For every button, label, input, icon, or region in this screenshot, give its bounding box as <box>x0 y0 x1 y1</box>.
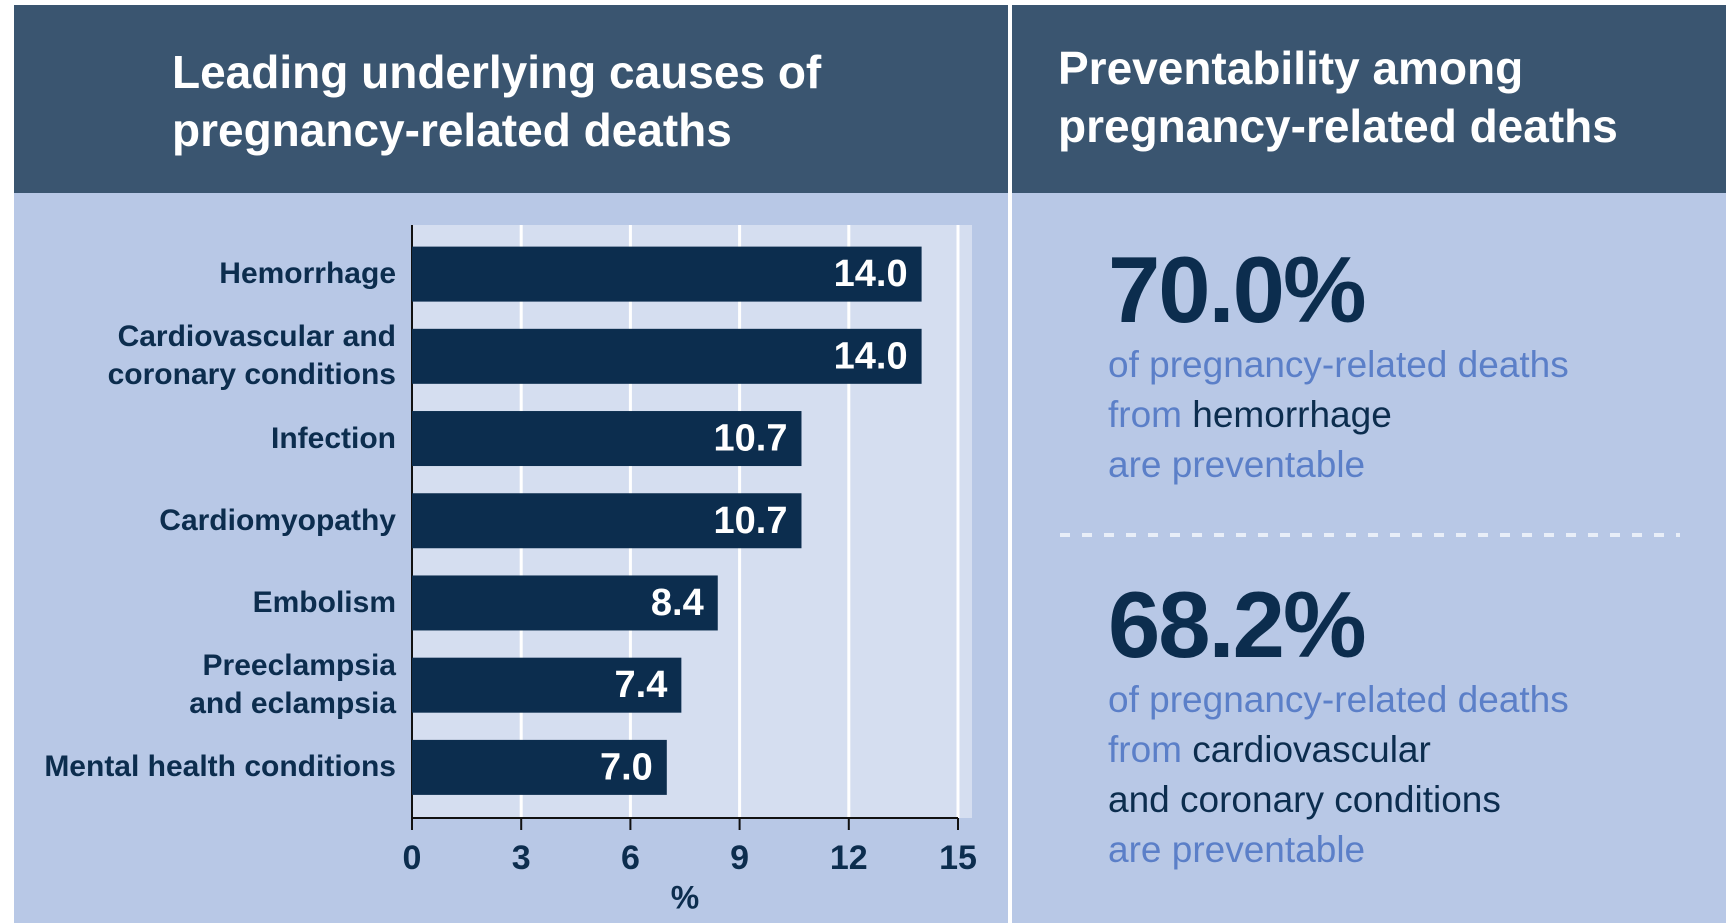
category-label: Cardiomyopathy <box>159 503 396 537</box>
x-tick-label: 0 <box>403 839 422 877</box>
bar <box>412 739 667 795</box>
x-axis-label: % <box>671 879 699 915</box>
category-label: Infection <box>271 421 396 455</box>
stat-text: of pregnancy-related deaths from hemorrha… <box>1108 340 1569 490</box>
value-label: 14.0 <box>834 253 908 295</box>
stat-from: from <box>1108 394 1182 435</box>
bar <box>412 575 718 631</box>
x-tick-label: 9 <box>730 839 749 877</box>
category-label: Cardiovascular and coronary conditions <box>107 320 396 392</box>
stat-value: 70.0% <box>1108 237 1367 342</box>
value-label: 7.4 <box>615 664 668 706</box>
bar <box>412 493 802 549</box>
bar <box>412 411 802 467</box>
stat-cause: cardiovascular and coronary conditions <box>1108 729 1501 820</box>
stat-lead: of pregnancy-related deaths <box>1108 679 1569 720</box>
value-label: 10.7 <box>714 418 788 460</box>
bar <box>412 328 922 384</box>
value-label: 8.4 <box>651 582 704 624</box>
stat-text: of pregnancy-related deaths from cardiova… <box>1108 675 1569 875</box>
stat-tail: are preventable <box>1108 829 1366 870</box>
stat-cause: hemorrhage <box>1192 394 1392 435</box>
x-tick-label: 12 <box>830 839 868 877</box>
stat-from: from <box>1108 729 1182 770</box>
chart-title: Leading underlying causes of pregnancy-r… <box>14 5 1008 193</box>
x-tick-label: 3 <box>512 839 531 877</box>
x-tick-label: 15 <box>939 839 977 877</box>
stat-block: 70.0% of pregnancy-related deaths from he… <box>1108 240 1569 490</box>
x-tick-label: 6 <box>621 839 640 877</box>
bar <box>412 246 922 302</box>
stat-block: 68.2% of pregnancy-related deaths from ca… <box>1108 575 1569 875</box>
bar <box>412 657 682 713</box>
category-label: Hemorrhage <box>219 257 396 291</box>
value-label: 7.0 <box>600 746 653 788</box>
category-label: Mental health conditions <box>44 750 396 784</box>
category-label: Embolism <box>252 585 396 619</box>
category-label: Preeclampsia and eclampsia <box>189 649 396 721</box>
stat-tail: are preventable <box>1108 444 1366 485</box>
value-label: 10.7 <box>714 500 788 542</box>
stat-lead: of pregnancy-related deaths <box>1108 344 1569 385</box>
value-label: 14.0 <box>834 335 908 377</box>
panel-title: Preventability among pregnancy-related d… <box>1012 5 1726 193</box>
text-panel <box>1012 193 1726 923</box>
stat-value: 68.2% <box>1108 572 1367 677</box>
